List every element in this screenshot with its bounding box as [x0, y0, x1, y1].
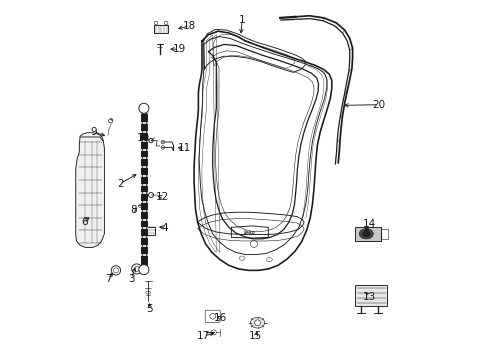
Text: 2: 2	[117, 179, 123, 189]
Text: 12: 12	[156, 192, 169, 202]
Circle shape	[139, 103, 149, 113]
Text: 5: 5	[147, 304, 153, 314]
Text: 10: 10	[137, 133, 150, 143]
Polygon shape	[76, 137, 104, 247]
Text: 1: 1	[239, 15, 245, 26]
Bar	[381, 229, 388, 239]
Bar	[154, 25, 168, 33]
Text: 4: 4	[162, 223, 169, 233]
Text: 7: 7	[105, 274, 111, 284]
Text: 8: 8	[130, 206, 136, 216]
FancyBboxPatch shape	[205, 310, 221, 322]
Bar	[145, 226, 155, 234]
Text: 14: 14	[363, 219, 376, 229]
Ellipse shape	[359, 229, 373, 239]
Ellipse shape	[362, 230, 370, 237]
Text: Jeep: Jeep	[244, 230, 256, 235]
Ellipse shape	[134, 267, 136, 269]
Text: 17: 17	[197, 331, 210, 341]
Text: 3: 3	[128, 274, 135, 284]
Bar	[355, 285, 387, 306]
Text: 20: 20	[372, 100, 385, 110]
Circle shape	[132, 264, 142, 274]
Text: 18: 18	[183, 21, 196, 31]
Text: 19: 19	[172, 44, 186, 54]
Text: 16: 16	[214, 313, 227, 323]
Circle shape	[139, 265, 149, 275]
Circle shape	[111, 266, 121, 275]
Text: 6: 6	[81, 217, 88, 227]
Text: 13: 13	[363, 292, 376, 302]
Ellipse shape	[250, 318, 265, 328]
Text: 15: 15	[249, 331, 262, 341]
Bar	[355, 226, 381, 241]
Circle shape	[255, 320, 260, 325]
Text: 9: 9	[90, 127, 97, 136]
Text: 11: 11	[177, 143, 191, 153]
